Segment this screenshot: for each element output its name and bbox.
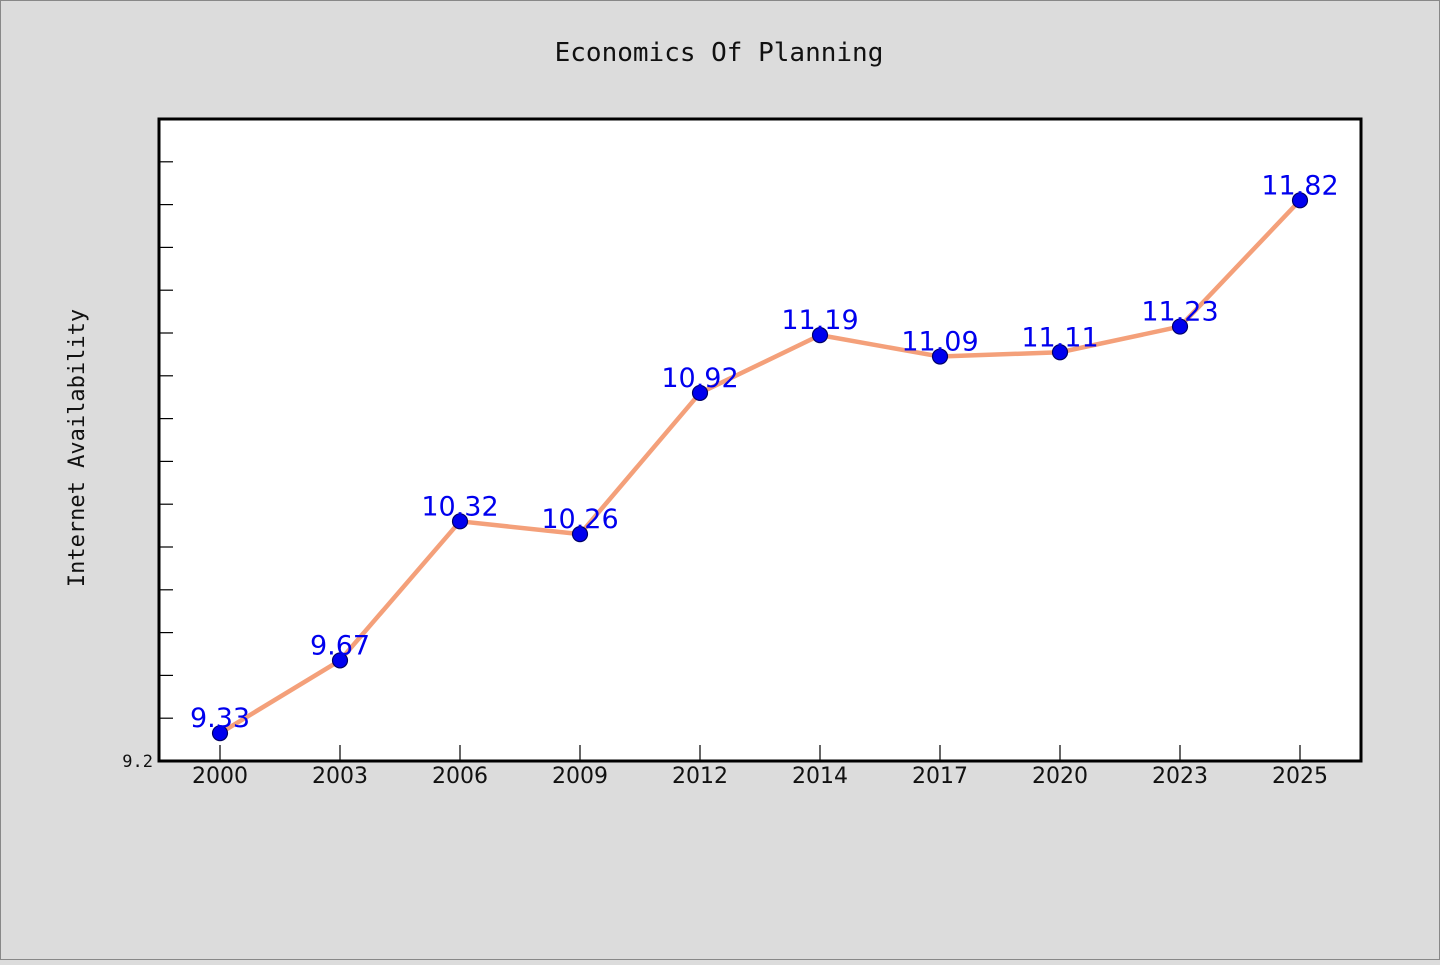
data-point (1051, 344, 1069, 361)
data-label: 11.11 (1021, 322, 1098, 353)
x-tick-label: 2017 (912, 764, 968, 789)
plot-area (157, 117, 1363, 763)
x-tick-label: 2023 (1152, 764, 1208, 789)
data-label: 11.82 (1261, 170, 1338, 201)
data-label: 10.32 (421, 491, 498, 522)
y-axis-label: Internet Availability (65, 309, 90, 587)
y-axis-ticks: 9.2 (122, 161, 173, 772)
data-point (1171, 318, 1189, 335)
data-point (931, 348, 949, 365)
y-tick-label: 9.2 (122, 752, 153, 772)
chart-title: Economics Of Planning (555, 38, 884, 68)
data-point (1291, 192, 1309, 209)
series-line (217, 198, 1303, 736)
data-point (811, 327, 829, 344)
data-label: 11.19 (781, 305, 858, 336)
data-point (331, 652, 349, 669)
x-tick-label: 2020 (1032, 764, 1088, 789)
data-label: 9.67 (310, 630, 370, 661)
data-point (451, 513, 469, 530)
x-tick-label: 2012 (672, 764, 728, 789)
data-label: 11.23 (1141, 297, 1218, 328)
data-label: 10.92 (661, 363, 738, 394)
x-tick-label: 2000 (192, 764, 248, 789)
x-tick-label: 2006 (432, 764, 488, 789)
x-tick-label: 2009 (552, 764, 608, 789)
data-markers (211, 192, 1309, 742)
x-axis-ticks: 2000 2003 2006 2009 2012 2014 2017 2020 2023 2025 (192, 745, 1328, 789)
x-tick-label: 2025 (1272, 764, 1328, 789)
data-point (211, 725, 229, 742)
data-point (691, 384, 709, 402)
data-label: 9.33 (190, 703, 250, 734)
data-label: 10.26 (541, 504, 618, 535)
data-label: 11.09 (901, 327, 978, 358)
x-tick-label: 2003 (312, 764, 368, 789)
data-point (571, 526, 589, 543)
series-line-group (217, 198, 1303, 736)
x-tick-label: 2014 (792, 764, 848, 789)
data-labels: 9.33 9.67 10.32 10.26 10.92 11.19 11.09 11.11 11… (190, 170, 1339, 734)
